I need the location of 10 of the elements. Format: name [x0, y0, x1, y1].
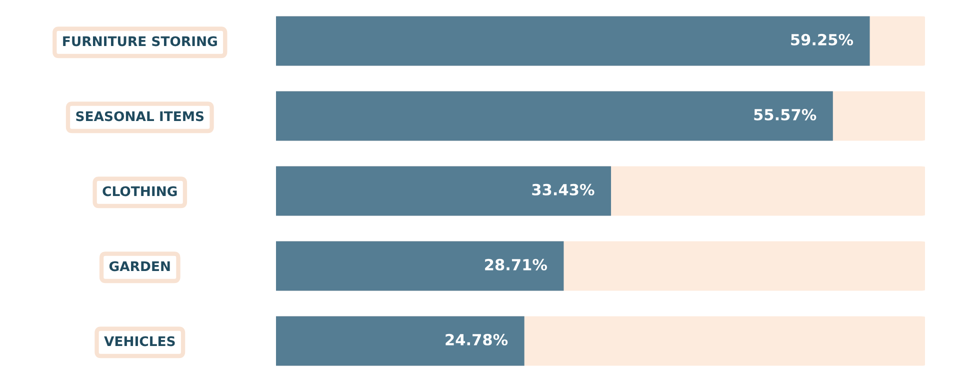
y-tick-label: FURNITURE STORING [63, 36, 217, 46]
y-tick-label: VEHICLES [104, 336, 175, 346]
y-tick-label: CLOTHING [102, 186, 177, 196]
y-tick-label: GARDEN [109, 261, 170, 272]
data-label: 33.43% [532, 184, 594, 196]
data-label: 28.71% [485, 258, 548, 270]
data-label: 55.57% [754, 108, 816, 120]
y-tick-label: SEASONAL ITEMS [76, 111, 204, 122]
data-label: 24.78% [446, 334, 508, 346]
data-label: 59.25% [791, 34, 854, 46]
